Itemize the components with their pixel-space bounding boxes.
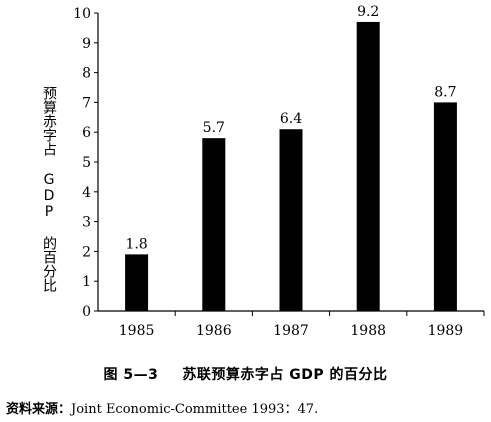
x-tick-label: 1987 bbox=[273, 323, 309, 339]
y-tick-label: 3 bbox=[82, 215, 91, 231]
y-tick-label: 7 bbox=[82, 95, 91, 111]
bar-chart: 0 1 2 3 4 5 6 7 8 9 10 1985 1.8 1986 5.7 1987 6.4 1988 9.… bbox=[73, 4, 485, 339]
y-axis-label: 预算赤字占 GDP 的百分比 bbox=[41, 86, 57, 292]
y-tick-label: 6 bbox=[82, 125, 91, 141]
bar bbox=[279, 129, 303, 311]
y-tick-label: 8 bbox=[82, 66, 91, 82]
bar bbox=[125, 254, 149, 311]
chart-labels: 1985 1.8 1986 5.7 1987 6.4 1988 9.2 1989 8.7 bbox=[119, 4, 463, 339]
figure-caption: 图 5—3 苏联预算赤字占 GDP 的百分比 bbox=[0, 364, 491, 384]
figure-title: 苏联预算赤字占 GDP 的百分比 bbox=[182, 367, 388, 383]
data-label: 8.7 bbox=[434, 84, 456, 100]
data-label: 1.8 bbox=[125, 236, 147, 252]
chart-bars bbox=[125, 21, 457, 312]
figure-number: 图 5—3 bbox=[103, 367, 159, 383]
source-label: 资料来源： bbox=[6, 402, 72, 417]
y-tick-label: 0 bbox=[82, 304, 91, 320]
data-label: 6.4 bbox=[280, 111, 302, 127]
y-tick-label: 4 bbox=[82, 185, 91, 201]
chart-axes: 0 1 2 3 4 5 6 7 8 9 10 bbox=[73, 6, 485, 320]
data-label: 9.2 bbox=[357, 4, 379, 20]
y-tick-label: 9 bbox=[82, 36, 91, 52]
x-tick-label: 1988 bbox=[350, 323, 386, 339]
x-tick-label: 1985 bbox=[119, 323, 155, 339]
y-tick-label: 2 bbox=[82, 244, 91, 260]
source-note: 资料来源：Joint Economic-Committee 1993：47. bbox=[6, 398, 318, 417]
bar bbox=[202, 138, 226, 311]
y-tick-label: 10 bbox=[73, 6, 91, 22]
y-tick-label: 5 bbox=[82, 155, 91, 171]
x-tick-label: 1989 bbox=[428, 323, 464, 339]
bar bbox=[356, 21, 380, 311]
source-text: Joint Economic-Committee 1993：47. bbox=[71, 402, 319, 417]
bar bbox=[433, 102, 457, 312]
x-tick-label: 1986 bbox=[196, 323, 232, 339]
y-tick-label: 1 bbox=[82, 274, 91, 290]
data-label: 5.7 bbox=[203, 120, 225, 136]
